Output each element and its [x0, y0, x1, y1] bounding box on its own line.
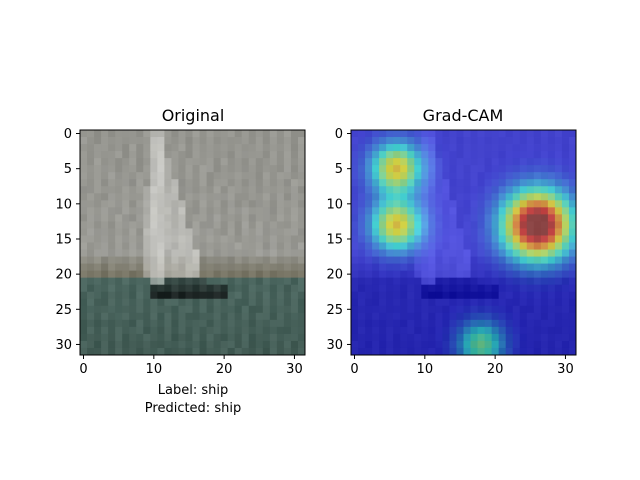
y-tick-label: 10 — [326, 197, 343, 212]
gradcam-image — [351, 130, 577, 356]
y-tick-label: 0 — [335, 127, 343, 142]
y-tick-label: 25 — [326, 303, 343, 318]
x-tick-label: 20 — [487, 362, 504, 377]
original-axis-ticks: 0 10 20 30 0 5 10 15 20 25 30 — [55, 127, 302, 377]
predicted-caption: Predicted: ship — [145, 401, 241, 416]
x-tick-label: 0 — [79, 362, 87, 377]
y-tick-label: 30 — [55, 338, 72, 353]
panel-title-gradcam: Grad-CAM — [423, 106, 504, 125]
y-tick-label: 30 — [326, 338, 343, 353]
y-tick-label: 0 — [64, 127, 72, 142]
x-tick-label: 30 — [557, 362, 574, 377]
y-tick-label: 25 — [55, 303, 72, 318]
x-tick-label: 10 — [417, 362, 434, 377]
y-tick-label: 20 — [326, 268, 343, 283]
label-caption: Label: ship — [158, 383, 228, 398]
y-tick-label: 15 — [326, 232, 343, 247]
y-tick-label: 5 — [335, 162, 343, 177]
x-tick-label: 0 — [350, 362, 358, 377]
original-axes-frame — [79, 129, 306, 356]
gradcam-axis-ticks: 0 10 20 30 0 5 10 15 20 25 30 — [326, 127, 573, 377]
y-tick-label: 15 — [55, 232, 72, 247]
x-tick-label: 10 — [146, 362, 163, 377]
x-tick-label: 20 — [216, 362, 233, 377]
gradcam-axes-frame — [350, 129, 577, 356]
y-tick-label: 10 — [55, 197, 72, 212]
panel-title-original: Original — [162, 106, 225, 125]
y-tick-label: 5 — [64, 162, 72, 177]
y-tick-label: 20 — [55, 268, 72, 283]
original-image — [80, 130, 306, 356]
x-tick-label: 30 — [286, 362, 303, 377]
